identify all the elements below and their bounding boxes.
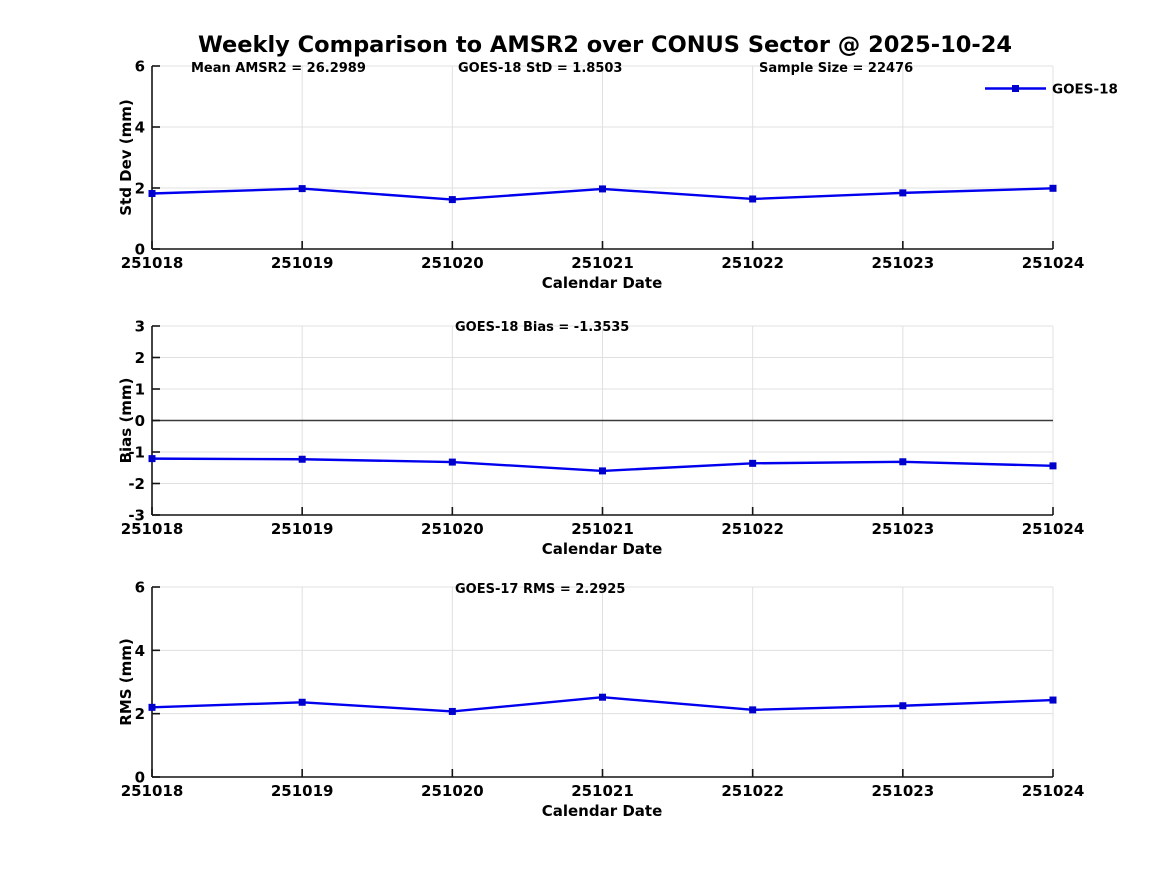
x-tick-label: 251019 <box>271 254 334 272</box>
data-point-marker <box>1049 462 1057 470</box>
data-point-marker <box>899 702 907 710</box>
data-point-marker <box>599 693 606 701</box>
annotation-goes17-rms: GOES-17 RMS = 2.2925 <box>455 582 625 597</box>
x-tick-label: 251021 <box>571 254 634 272</box>
data-point-marker <box>749 459 757 467</box>
legend-label: GOES-18 <box>1052 82 1118 98</box>
x-tick-label: 251024 <box>1022 782 1085 800</box>
x-axis-label-rms: Calendar Date <box>542 802 663 820</box>
data-point-marker <box>298 698 306 706</box>
x-tick-label: 251022 <box>721 520 784 538</box>
data-point-marker <box>599 467 606 475</box>
stddev-plot-area: 0 2 4 6 251018 251019 251020 251021 251022 251023… <box>121 58 1085 273</box>
y-axis-label-rms: RMS (mm) <box>117 638 135 725</box>
annotation-goes18-std: GOES-18 StD = 1.8503 <box>458 61 622 76</box>
x-tick-label: 251018 <box>121 782 184 800</box>
x-tick-label: 251023 <box>872 520 935 538</box>
annotation-goes18-bias: GOES-18 Bias = -1.3535 <box>455 320 629 335</box>
annotation-mean-amsr2: Mean AMSR2 = 26.2989 <box>191 61 366 76</box>
y-tick-label: 2 <box>135 705 145 723</box>
legend-marker-sample <box>1012 85 1019 92</box>
y-tick-label: 2 <box>135 349 145 367</box>
x-tick-label: 251018 <box>121 520 184 538</box>
data-point-marker <box>148 455 156 463</box>
x-tick-label: 251023 <box>872 782 935 800</box>
x-tick-label: 251020 <box>421 782 484 800</box>
y-axis-label-bias: Bias (mm) <box>117 378 135 464</box>
bias-plot-area: -3 -2 -1 0 1 2 3 251018 251019 251020 251021 251022… <box>121 318 1085 539</box>
x-tick-label: 251018 <box>121 254 184 272</box>
y-tick-label: 1 <box>135 381 145 399</box>
x-tick-label: 251021 <box>571 782 634 800</box>
x-tick-label: 251024 <box>1022 254 1085 272</box>
rms-chart: 0 2 4 6 251018 251019 251020 251021 251022 251023… <box>117 579 1084 821</box>
x-tick-label: 251022 <box>721 782 784 800</box>
x-tick-label: 251022 <box>721 254 784 272</box>
x-axis-label-bias: Calendar Date <box>542 540 663 558</box>
y-tick-label: 0 <box>135 241 145 259</box>
x-tick-label: 251023 <box>872 254 935 272</box>
y-tick-label: -2 <box>128 475 145 493</box>
data-point-marker <box>1049 184 1057 192</box>
y-tick-label: 6 <box>135 579 145 597</box>
data-point-marker <box>298 185 306 193</box>
y-tick-label: 6 <box>135 58 145 76</box>
y-tick-label: 2 <box>135 180 145 198</box>
x-tick-label: 251019 <box>271 520 334 538</box>
data-point-marker <box>448 458 456 466</box>
data-point-marker <box>448 196 456 204</box>
x-tick-label: 251019 <box>271 782 334 800</box>
data-point-marker <box>148 189 156 197</box>
data-point-marker <box>749 195 757 203</box>
y-tick-label: -1 <box>128 444 145 462</box>
data-point-marker <box>899 458 907 466</box>
y-tick-label: -3 <box>128 507 145 525</box>
y-axis-label-stddev: Std Dev (mm) <box>117 99 135 216</box>
y-tick-label: 0 <box>135 769 145 787</box>
figure-title: Weekly Comparison to AMSR2 over CONUS Se… <box>198 32 1012 58</box>
data-point-marker <box>1049 696 1057 704</box>
x-tick-label: 251020 <box>421 520 484 538</box>
rms-plot-area: 0 2 4 6 251018 251019 251020 251021 251022 251023… <box>121 579 1085 801</box>
y-tick-label: 3 <box>135 318 145 336</box>
bias-chart: -3 -2 -1 0 1 2 3 251018 251019 251020 251021 251022… <box>117 318 1084 559</box>
x-tick-label: 251020 <box>421 254 484 272</box>
y-tick-label: 0 <box>135 412 145 430</box>
annotation-sample-size: Sample Size = 22476 <box>759 61 913 76</box>
y-tick-label: 4 <box>135 119 145 137</box>
data-point-marker <box>148 703 156 711</box>
legend: GOES-18 <box>985 82 1118 98</box>
x-tick-label: 251024 <box>1022 520 1085 538</box>
data-point-marker <box>599 185 606 193</box>
data-point-marker <box>448 707 456 715</box>
data-point-marker <box>298 455 306 463</box>
stddev-chart: 0 2 4 6 251018 251019 251020 251021 251022 251023… <box>117 58 1118 293</box>
x-axis-label-stddev: Calendar Date <box>542 274 663 292</box>
data-point-marker <box>899 189 907 197</box>
data-point-marker <box>749 706 757 714</box>
y-tick-label: 4 <box>135 642 145 660</box>
x-tick-label: 251021 <box>571 520 634 538</box>
